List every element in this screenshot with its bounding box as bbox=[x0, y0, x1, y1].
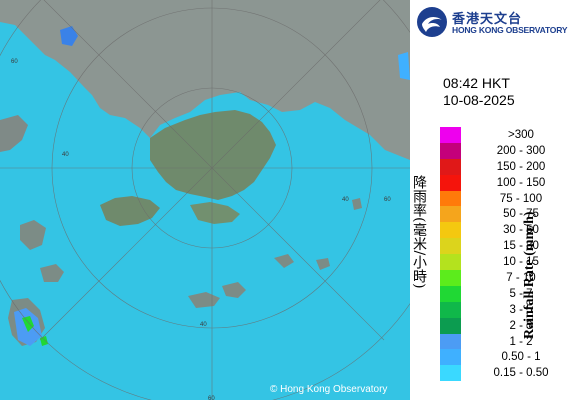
legend-swatch bbox=[440, 254, 461, 271]
island-west-2 bbox=[40, 264, 64, 282]
legend-row: 3 - 5 bbox=[440, 301, 570, 318]
legend-row: 50 - 75 bbox=[440, 206, 570, 223]
ring-label-6: 40 bbox=[200, 322, 207, 328]
legend-row: 100 - 150 bbox=[440, 174, 570, 191]
legend-swatch bbox=[440, 142, 461, 159]
legend-label: 2 - 3 bbox=[509, 319, 533, 332]
legend-row: 15 - 30 bbox=[440, 238, 570, 255]
logo-name-en: HONG KONG OBSERVATORY bbox=[452, 25, 568, 35]
hong-kong-island bbox=[190, 202, 240, 224]
copyright-notice: © Hong Kong Observatory bbox=[270, 384, 388, 395]
legend-label: 100 - 150 bbox=[496, 176, 546, 189]
radar-map-svg: 60 40 60 40 60 40 bbox=[0, 0, 410, 400]
rainfall-legend: >300 200 - 300 150 - 200 100 - 150 75 - … bbox=[440, 127, 570, 382]
rain-echo-northwest bbox=[60, 26, 78, 46]
legend-row: 7 - 10 bbox=[440, 270, 570, 286]
legend-label: 150 - 200 bbox=[496, 160, 546, 173]
legend-row: 200 - 300 bbox=[440, 142, 570, 159]
island-east-3 bbox=[352, 198, 362, 210]
legend-label: 50 - 75 bbox=[503, 208, 539, 221]
legend-label: 200 - 300 bbox=[496, 144, 546, 157]
legend-swatch bbox=[440, 301, 461, 318]
legend-label: >300 bbox=[508, 129, 534, 141]
legend-row: 150 - 200 bbox=[440, 158, 570, 175]
legend-swatch bbox=[440, 333, 461, 350]
lantau-island bbox=[100, 196, 160, 226]
island-west-1 bbox=[20, 220, 46, 250]
legend-row: 2 - 3 bbox=[440, 317, 570, 334]
legend-swatch bbox=[440, 349, 461, 366]
legend-row: 0.50 - 1 bbox=[440, 349, 570, 366]
mainland-land-west bbox=[0, 115, 28, 152]
legend-swatch bbox=[440, 222, 461, 239]
observatory-logo-icon bbox=[417, 7, 447, 37]
ring-label-5: 60 bbox=[208, 396, 215, 400]
ring-label-2: 40 bbox=[62, 152, 69, 158]
legend-label: 15 - 30 bbox=[503, 240, 539, 253]
rain-echo-southwest-core bbox=[22, 316, 34, 332]
legend-swatch bbox=[440, 317, 461, 334]
legend-swatch bbox=[440, 206, 461, 223]
legend-row: 5 - 7 bbox=[440, 285, 570, 302]
legend-swatch bbox=[440, 158, 461, 175]
legend-swatch bbox=[440, 270, 461, 286]
island-south-2 bbox=[222, 282, 246, 298]
mainland-land bbox=[0, 0, 410, 160]
legend-swatch bbox=[440, 365, 461, 382]
radar-time: 08:42 HKT bbox=[443, 75, 510, 91]
hong-kong-land bbox=[150, 110, 276, 200]
island-east-1 bbox=[274, 254, 294, 268]
ring-label-4: 40 bbox=[342, 197, 349, 203]
island-east-2 bbox=[316, 258, 330, 270]
radar-map: 60 40 60 40 60 40 © Hong Kong Observator… bbox=[0, 0, 410, 400]
legend-row: >300 bbox=[440, 127, 570, 143]
logo-name-zh: 香港天文台 bbox=[452, 12, 523, 27]
legend-label: 75 - 100 bbox=[499, 192, 543, 205]
legend-row: 30 - 50 bbox=[440, 222, 570, 239]
legend-swatch bbox=[440, 238, 461, 255]
legend-label: 10 - 15 bbox=[503, 256, 539, 269]
radar-date: 10-08-2025 bbox=[443, 92, 515, 108]
legend-row: 10 - 15 bbox=[440, 254, 570, 271]
legend-row: 75 - 100 bbox=[440, 190, 570, 207]
ring-label-1: 60 bbox=[11, 59, 18, 65]
legend-title-zh: 降雨率(毫米/小時) bbox=[411, 175, 427, 289]
rain-echo-east-edge bbox=[398, 52, 410, 80]
range-rings bbox=[0, 0, 410, 400]
legend-label: 30 - 50 bbox=[503, 224, 539, 237]
legend-label: 0.15 - 0.50 bbox=[493, 367, 549, 380]
legend-swatch bbox=[440, 174, 461, 191]
legend-row: 0.15 - 0.50 bbox=[440, 365, 570, 382]
legend-row: 1 - 2 bbox=[440, 333, 570, 350]
legend-swatch bbox=[440, 190, 461, 207]
legend-swatch bbox=[440, 127, 461, 143]
legend-title-en: Rainfall Rate (mm/h) bbox=[522, 211, 537, 339]
legend-label: 1 - 2 bbox=[509, 335, 533, 348]
rain-echo-southwest-core-2 bbox=[40, 336, 48, 346]
observatory-logo: 香港天文台 HONG KONG OBSERVATORY bbox=[416, 6, 576, 40]
legend-panel: 香港天文台 HONG KONG OBSERVATORY 08:42 HKT 10… bbox=[410, 0, 577, 400]
range-ring-labels: 60 40 60 40 60 40 bbox=[11, 59, 391, 400]
ring-label-3: 60 bbox=[384, 197, 391, 203]
legend-label: 5 - 7 bbox=[509, 287, 533, 300]
legend-label: 3 - 5 bbox=[509, 303, 533, 316]
legend-label: 7 - 10 bbox=[506, 272, 536, 285]
legend-swatch bbox=[440, 285, 461, 302]
legend-label: 0.50 - 1 bbox=[501, 351, 541, 364]
